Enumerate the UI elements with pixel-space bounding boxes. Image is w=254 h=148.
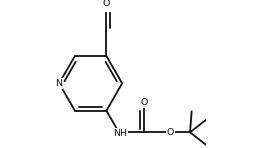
Text: O: O	[166, 128, 174, 137]
Text: O: O	[103, 0, 110, 8]
Text: O: O	[140, 98, 148, 107]
Text: N: N	[55, 79, 62, 88]
Text: NH: NH	[114, 129, 128, 138]
